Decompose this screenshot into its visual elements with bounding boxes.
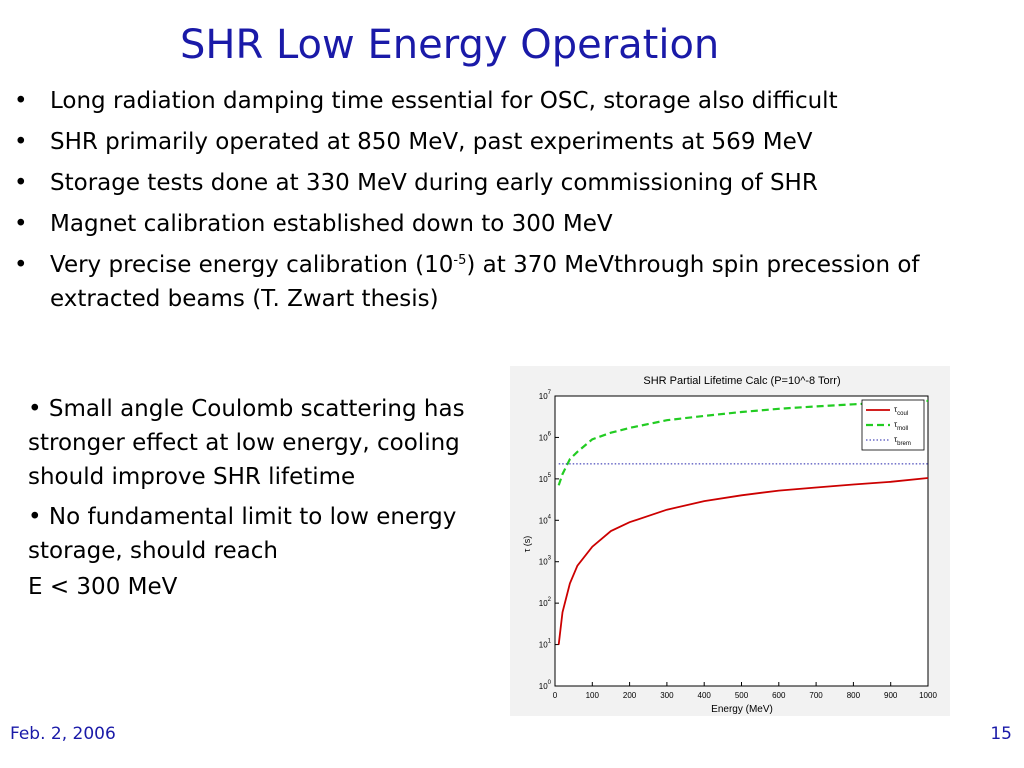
x-axis-label: Energy (MeV) <box>711 704 773 715</box>
page-number: 15 <box>990 724 1012 744</box>
bullet-item: • Long radiation damping time essential f… <box>14 84 1004 118</box>
y-tick-label: 101 <box>539 639 552 650</box>
y-tick-exponent: 3 <box>548 556 552 562</box>
footer-date: Feb. 2, 2006 <box>10 724 116 744</box>
axis-ticks: 0 100 200 300 400 500 600 700 800 900 100010010110… <box>539 390 938 700</box>
series-line-moll <box>557 399 929 486</box>
x-tick-label: 0 <box>553 691 558 700</box>
y-tick-exponent: 5 <box>548 473 552 479</box>
data-series <box>557 399 929 645</box>
side-notes: • Small angle Coulomb scattering has str… <box>28 392 498 610</box>
bullet-text-before: Very precise energy calibration (10 <box>50 252 454 278</box>
y-tick-exponent: 1 <box>548 639 552 645</box>
bullet-list: • Long radiation damping time essential f… <box>14 84 1004 323</box>
y-tick-label: 105 <box>539 473 552 484</box>
bullet-marker: • <box>14 211 28 237</box>
y-tick-label: 102 <box>539 597 552 608</box>
bullet-text: Storage tests done at 330 MeV during ear… <box>50 170 818 196</box>
legend-label-subscript: moll <box>897 426 908 432</box>
x-tick-label: 800 <box>847 691 861 700</box>
y-tick-exponent: 6 <box>548 431 552 437</box>
note-energy: E < 300 MeV <box>28 574 178 600</box>
bullet-item: • SHR primarily operated at 850 MeV, past… <box>14 125 1004 159</box>
x-tick-label: 600 <box>772 691 786 700</box>
y-tick-label: 104 <box>539 514 552 525</box>
legend-label-subscript: brem <box>897 441 911 447</box>
bullet-item: • Storage tests done at 330 MeV during ea… <box>14 166 1004 200</box>
x-tick-label: 500 <box>735 691 749 700</box>
y-tick-label: 103 <box>539 556 552 567</box>
bullet-item: • Magnet calibration established down to … <box>14 207 1004 241</box>
bullet-text: Magnet calibration established down to 3… <box>50 211 613 237</box>
note-limit: • No fundamental limit to low energy sto… <box>28 500 498 568</box>
x-tick-label: 100 <box>586 691 600 700</box>
bullet-text: SHR primarily operated at 850 MeV, past … <box>50 129 813 155</box>
y-tick-exponent: 2 <box>548 597 552 603</box>
y-tick-label: 106 <box>539 431 552 442</box>
bullet-marker: • <box>14 129 28 155</box>
x-tick-label: 900 <box>884 691 898 700</box>
bullet-superscript: -5 <box>453 253 467 268</box>
bullet-text: Long radiation damping time essential fo… <box>50 88 838 114</box>
x-tick-label: 700 <box>809 691 823 700</box>
y-tick-label: 107 <box>539 390 552 401</box>
bullet-text-after: ) at 370 MeVthrough spin precession of e… <box>50 252 920 312</box>
y-tick-exponent: 4 <box>548 514 552 520</box>
y-tick-exponent: 7 <box>548 390 552 396</box>
note-coulomb: • Small angle Coulomb scattering has str… <box>28 396 465 490</box>
bullet-marker: • <box>14 252 28 278</box>
chart-title: SHR Partial Lifetime Calc (P=10^-8 Torr) <box>643 375 840 387</box>
lifetime-chart: SHR Partial Lifetime Calc (P=10^-8 Torr)… <box>510 366 950 716</box>
x-tick-label: 200 <box>623 691 637 700</box>
series-line-coul <box>557 477 929 645</box>
note-limit-line1: • No fundamental limit to low energy sto… <box>28 504 457 564</box>
bullet-marker: • <box>14 88 28 114</box>
bullet-marker: • <box>14 170 28 196</box>
x-tick-label: 400 <box>698 691 712 700</box>
x-tick-label: 300 <box>660 691 674 700</box>
y-tick-exponent: 0 <box>548 680 552 686</box>
slide-title: SHR Low Energy Operation <box>180 22 720 68</box>
y-axis-label: τ (s) <box>522 536 532 553</box>
legend-label-subscript: coul <box>897 411 908 417</box>
y-tick-label: 100 <box>539 680 552 691</box>
bullet-item: • Very precise energy calibration (10-5) … <box>14 248 1004 316</box>
x-tick-label: 1000 <box>919 691 937 700</box>
